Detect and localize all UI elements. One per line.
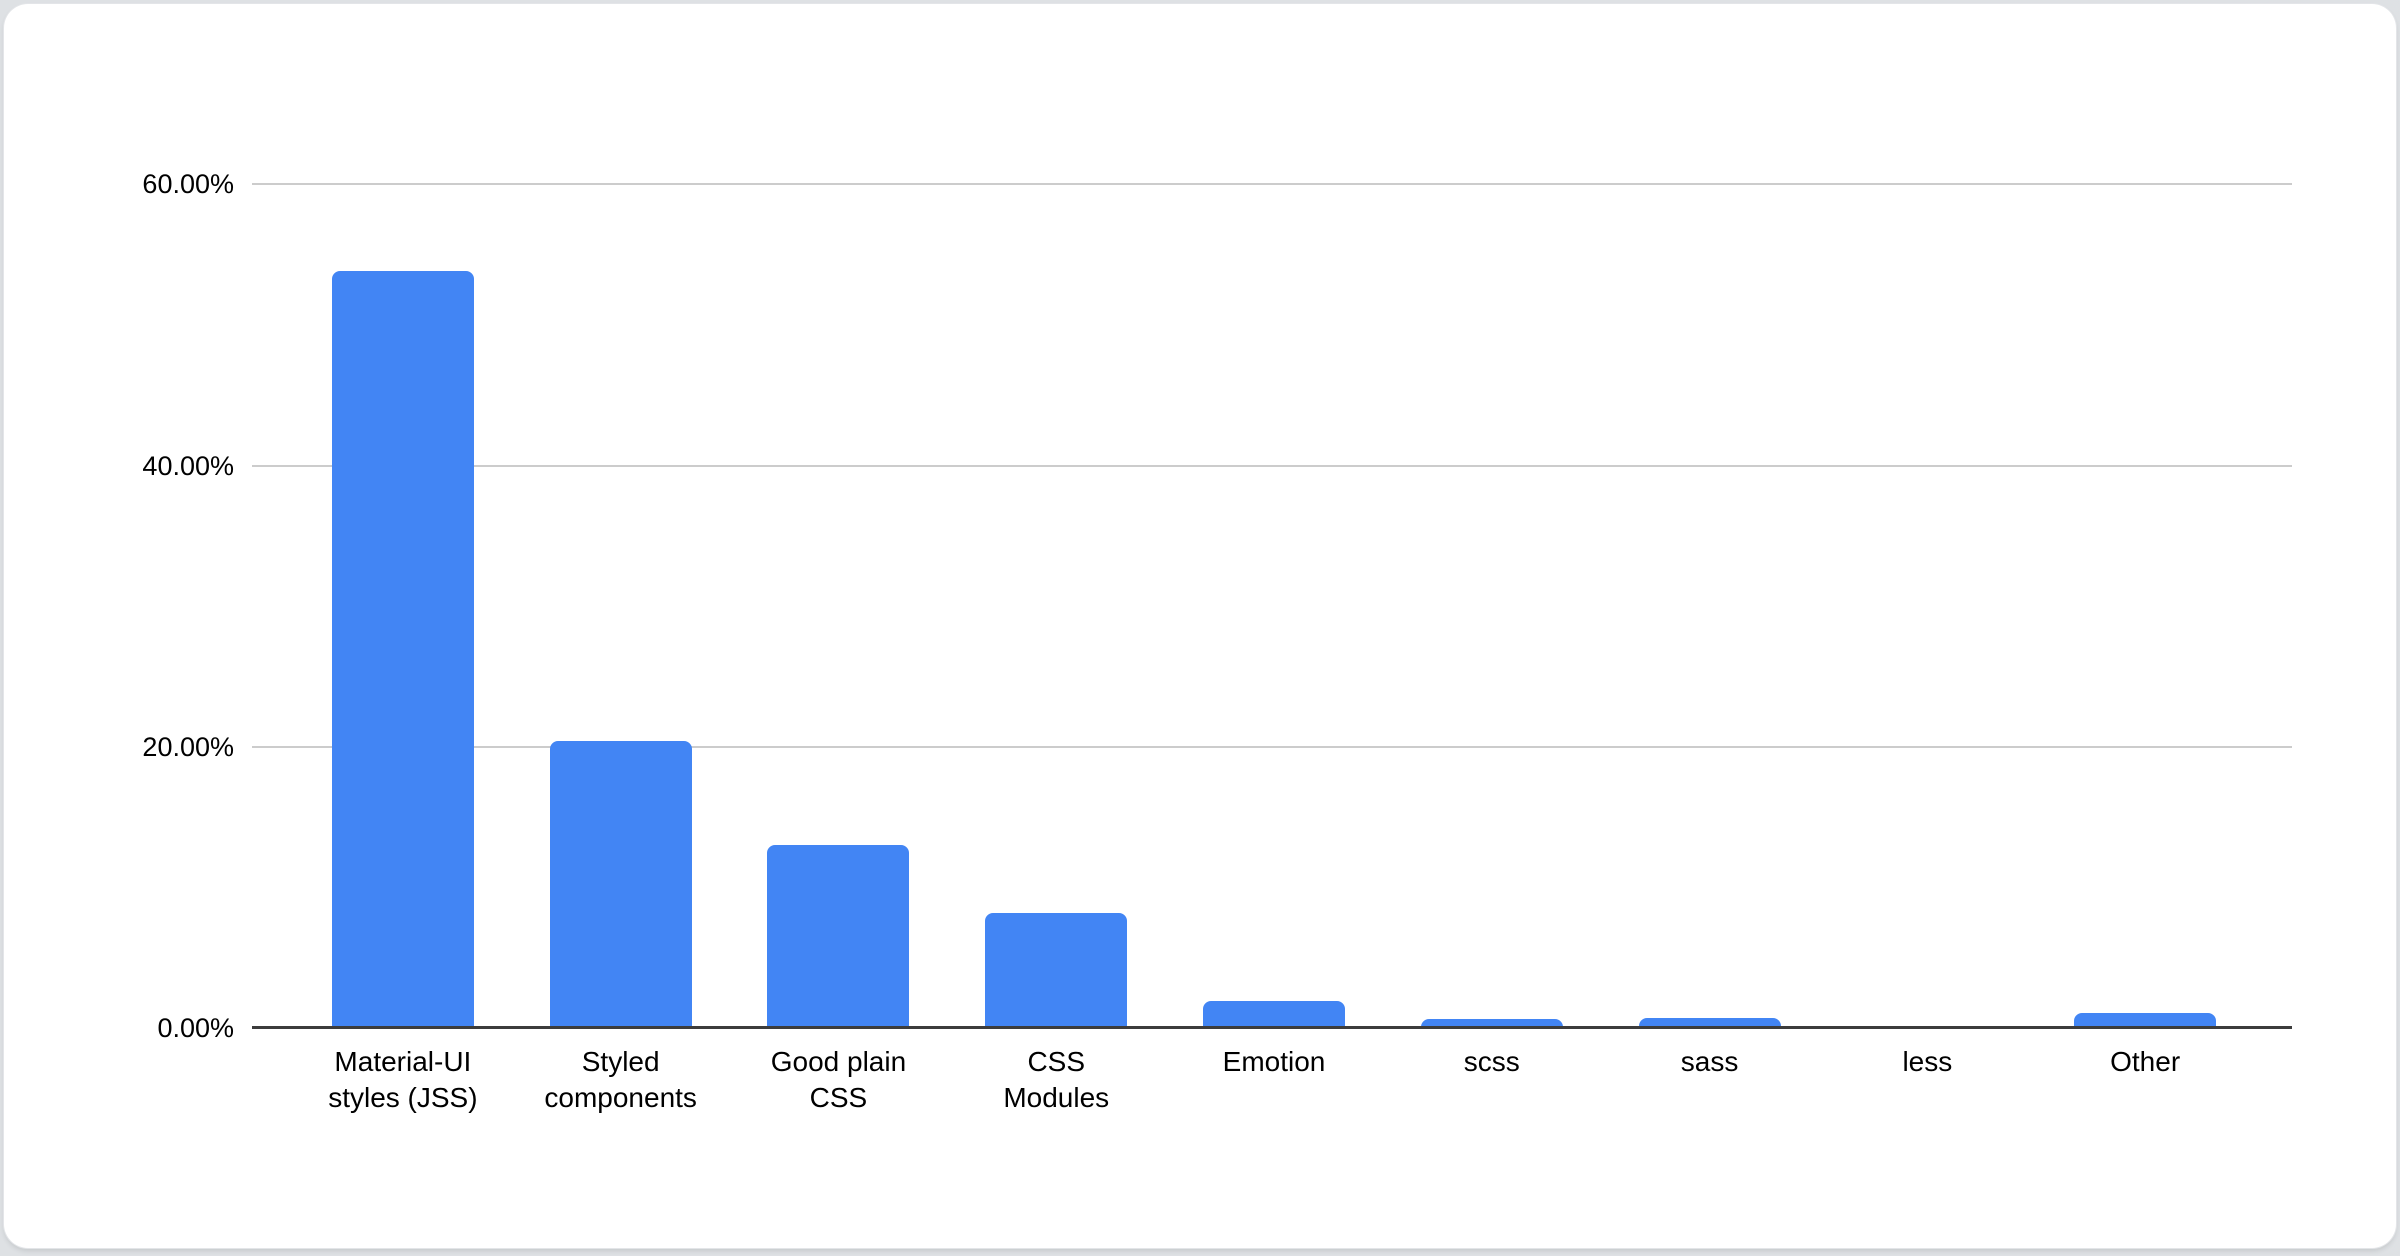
bar-css-modules[interactable]	[985, 912, 1128, 1028]
category-band-scss	[1383, 128, 1601, 1028]
x-tick-label-sass: sass	[1680, 1046, 1739, 1077]
bar-series	[294, 128, 2254, 1028]
x-tick-label-styled-components: Styled components	[544, 1046, 697, 1113]
x-axis-line	[252, 1026, 2292, 1029]
category-band-sass	[1601, 128, 1819, 1028]
bar-chart-plot-area	[252, 128, 2292, 1029]
x-tick-label-other: Other	[2110, 1046, 2181, 1077]
bar-other[interactable]	[2074, 1012, 2217, 1028]
x-tick-label-less: less	[1902, 1046, 1953, 1077]
bar-good-plain-css[interactable]	[767, 845, 910, 1028]
bar-emotion[interactable]	[1203, 1001, 1346, 1028]
gridline-20.00pct	[252, 745, 2292, 748]
category-band-good-plain-css	[730, 128, 948, 1028]
y-tick-label: 20.00%	[142, 731, 234, 762]
x-tick-label-material-ui-styles-jss: Material-UI styles (JSS)	[328, 1046, 478, 1113]
x-tick-label-good-plain-css: Good plain CSS	[770, 1046, 907, 1113]
y-tick-label: 40.00%	[142, 450, 234, 481]
bar-styled-components[interactable]	[549, 741, 692, 1028]
y-tick-label: 0.00%	[157, 1013, 234, 1043]
x-tick-label-css-modules: CSS Modules	[1003, 1046, 1110, 1113]
gridline-40.00pct	[252, 464, 2292, 467]
category-band-less	[1818, 128, 2036, 1028]
bar-sass[interactable]	[1638, 1018, 1781, 1028]
chart-card: 0.00% 20.00% 40.00% 60.00% Material-UI styl…	[4, 4, 2396, 1248]
y-axis-tick-labels: 0.00% 20.00% 40.00% 60.00%	[4, 128, 234, 1043]
y-tick-label: 60.00%	[142, 169, 234, 200]
bar-scss[interactable]	[1420, 1018, 1563, 1028]
x-tick-label-emotion: Emotion	[1222, 1046, 1326, 1077]
x-tick-label-scss: scss	[1463, 1046, 1520, 1077]
category-band-other	[2036, 128, 2254, 1028]
bar-material-ui-styles-jss[interactable]	[331, 271, 474, 1028]
gridline-60.00pct	[252, 183, 2292, 186]
category-band-css-modules	[947, 128, 1165, 1028]
category-band-styled-components	[512, 128, 730, 1028]
category-band-material-ui-styles-jss	[294, 128, 512, 1028]
category-band-emotion	[1165, 128, 1383, 1028]
x-axis-tick-labels: Material-UI styles (JSS) Styled component…	[294, 1044, 2254, 1116]
